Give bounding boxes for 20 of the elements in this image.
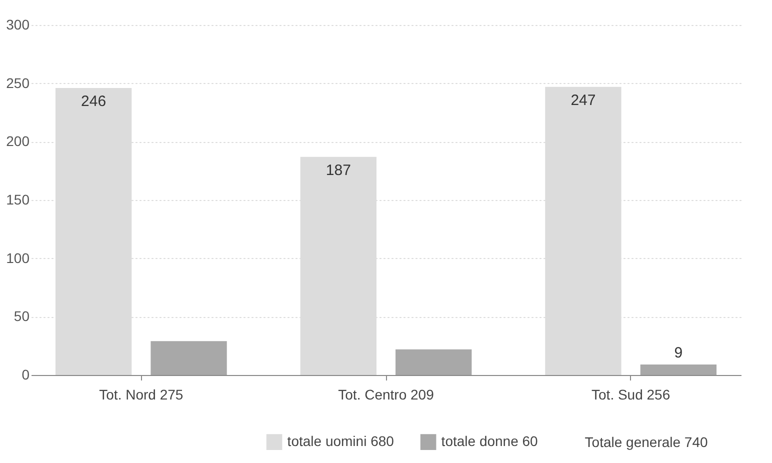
bar bbox=[150, 341, 227, 375]
text: Totale generale 740 bbox=[584, 434, 708, 450]
x-tick-label: Tot. Centro 209 bbox=[338, 386, 434, 402]
y-tick-label: 250 bbox=[6, 74, 30, 91]
y-tick-label: 150 bbox=[6, 192, 30, 208]
data-label: 246 bbox=[81, 93, 106, 110]
y-tick-label: 0 bbox=[22, 366, 30, 382]
y-tick-label: 200 bbox=[6, 133, 30, 150]
data-label: 187 bbox=[326, 162, 351, 179]
bar bbox=[640, 364, 717, 375]
y-tick-label: 100 bbox=[6, 250, 30, 266]
data-label: 247 bbox=[570, 92, 596, 109]
bar bbox=[396, 349, 472, 375]
y-tick-label: 300 bbox=[6, 16, 30, 32]
x-tick-label: Tot. Sud 256 bbox=[592, 386, 670, 402]
legend-label: totale donne 60 bbox=[441, 433, 538, 450]
x-tick-label: Tot. Nord 275 bbox=[99, 386, 184, 402]
y-tick-label: 50 bbox=[14, 308, 30, 324]
legend-label: totale uomini 680 bbox=[287, 433, 394, 450]
data-label: 9 bbox=[674, 344, 683, 362]
